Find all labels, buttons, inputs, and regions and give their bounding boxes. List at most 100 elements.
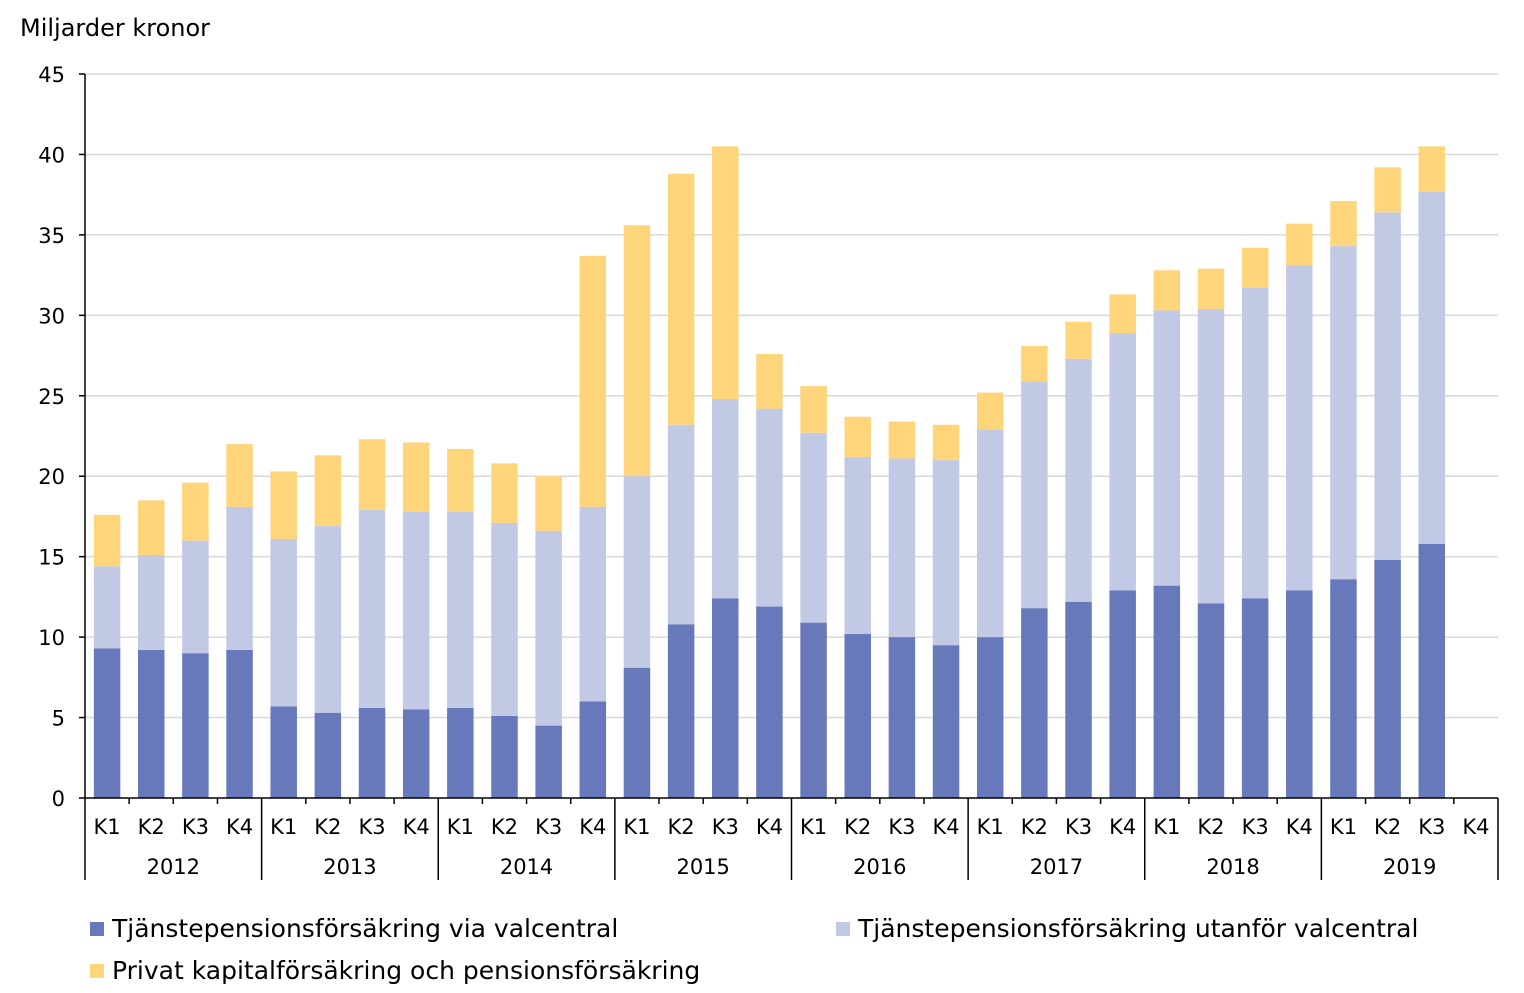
bar-segment-series-0 xyxy=(976,637,1004,798)
bar-segment-series-0 xyxy=(888,637,916,798)
bar-segment-series-1 xyxy=(932,460,960,646)
bar-segment-series-0 xyxy=(1197,603,1225,798)
x-tick-label-quarter: K1 xyxy=(800,815,827,839)
bar-segment-series-0 xyxy=(182,653,209,798)
x-tick-label-quarter: K1 xyxy=(977,815,1004,839)
bar-segment-series-2 xyxy=(1241,247,1269,288)
bar-segment-series-2 xyxy=(976,392,1004,430)
bar-segment-series-1 xyxy=(1418,191,1446,544)
bar-segment-series-1 xyxy=(314,526,342,713)
y-tick-labels: 0 5 10 15 20 25 30 35 40 45 xyxy=(38,63,65,811)
bar-segment-series-0 xyxy=(1109,590,1136,798)
x-tick-label-quarter: K4 xyxy=(403,815,430,839)
bar-segment-series-1 xyxy=(402,511,430,710)
bar-segment-series-1 xyxy=(270,538,297,707)
bar-segment-series-0 xyxy=(844,633,871,798)
bar-segment-series-1 xyxy=(976,429,1004,638)
y-tick-label: 40 xyxy=(38,143,65,167)
bars xyxy=(93,146,1446,798)
axes xyxy=(79,73,1499,880)
bar-segment-series-1 xyxy=(712,398,739,599)
bar-segment-series-1 xyxy=(358,510,386,708)
bar-segment-series-2 xyxy=(712,146,739,399)
x-tick-labels: K1 K2 K3 K4 K1 K2 K3 K4 K1 K2 K3 K4 K1 K2 K3 K4 K1 K2 K3 K4… xyxy=(94,815,1490,879)
y-tick-label: 0 xyxy=(52,787,65,811)
bar-segment-series-0 xyxy=(1065,601,1092,798)
bar-segment-series-1 xyxy=(800,432,827,623)
bar-segment-series-1 xyxy=(1197,308,1225,604)
x-tick-label-year: 2012 xyxy=(147,855,200,879)
x-tick-label-quarter: K3 xyxy=(358,815,385,839)
bar-segment-series-2 xyxy=(623,225,651,477)
x-tick-label-year: 2014 xyxy=(500,855,553,879)
bar-segment-series-1 xyxy=(1374,212,1401,560)
x-tick-label-quarter: K3 xyxy=(1065,815,1092,839)
bar-segment-series-1 xyxy=(623,476,651,668)
y-tick-label: 45 xyxy=(38,63,65,87)
bar-segment-series-1 xyxy=(226,506,253,650)
bar-segment-series-0 xyxy=(1153,585,1181,798)
bar-segment-series-0 xyxy=(314,712,342,798)
bar-segment-series-2 xyxy=(137,500,165,556)
bar-segment-series-0 xyxy=(491,715,518,798)
x-tick-label-quarter: K1 xyxy=(270,815,297,839)
bar-segment-series-2 xyxy=(800,386,827,433)
x-tick-label-quarter: K4 xyxy=(1109,815,1136,839)
y-tick-label: 5 xyxy=(52,707,65,731)
x-tick-label-quarter: K1 xyxy=(94,815,121,839)
bar-segment-series-1 xyxy=(137,555,165,650)
x-tick-label-quarter: K1 xyxy=(1153,815,1180,839)
x-tick-label-quarter: K3 xyxy=(712,815,739,839)
bar-segment-series-2 xyxy=(1109,294,1136,334)
y-axis-label: Miljarder kronor xyxy=(20,14,211,42)
x-tick-label-year: 2015 xyxy=(676,855,729,879)
bar-segment-series-0 xyxy=(712,598,739,798)
bar-segment-series-2 xyxy=(844,416,871,457)
x-tick-label-year: 2019 xyxy=(1383,855,1436,879)
x-tick-label-quarter: K1 xyxy=(447,815,474,839)
bar-segment-series-2 xyxy=(1330,201,1357,247)
bar-segment-series-2 xyxy=(667,173,695,425)
bar-segment-series-2 xyxy=(1197,268,1225,309)
bar-segment-series-2 xyxy=(491,463,518,523)
bar-segment-series-0 xyxy=(579,701,607,798)
x-tick-label-year: 2017 xyxy=(1030,855,1083,879)
x-tick-label-quarter: K2 xyxy=(491,815,518,839)
bar-segment-series-2 xyxy=(1021,345,1048,382)
x-tick-label-quarter: K4 xyxy=(1286,815,1313,839)
bar-segment-series-1 xyxy=(667,424,695,625)
x-tick-label-quarter: K3 xyxy=(1242,815,1269,839)
bar-segment-series-1 xyxy=(844,456,871,634)
x-tick-label-quarter: K4 xyxy=(932,815,959,839)
bar-segment-series-0 xyxy=(756,606,783,798)
bar-segment-series-1 xyxy=(1109,333,1136,591)
x-tick-label-quarter: K2 xyxy=(1197,815,1224,839)
bar-segment-series-1 xyxy=(1330,246,1357,580)
bar-segment-series-2 xyxy=(579,255,607,507)
bar-segment-series-0 xyxy=(1418,543,1446,798)
x-tick-label-quarter: K3 xyxy=(535,815,562,839)
x-tick-label-quarter: K2 xyxy=(1374,815,1401,839)
bar-segment-series-1 xyxy=(1241,287,1269,599)
bar-segment-series-0 xyxy=(535,725,562,798)
x-tick-label-year: 2013 xyxy=(323,855,376,879)
x-tick-label-quarter: K1 xyxy=(623,815,650,839)
bar-segment-series-0 xyxy=(800,622,827,798)
bar-segment-series-0 xyxy=(1241,598,1269,798)
bar-segment-series-0 xyxy=(93,648,121,798)
bar-segment-series-0 xyxy=(667,624,695,798)
bar-segment-series-1 xyxy=(447,511,474,708)
bar-segment-series-2 xyxy=(270,471,297,539)
x-tick-label-quarter: K4 xyxy=(579,815,606,839)
bar-segment-series-1 xyxy=(579,506,607,702)
bar-segment-series-1 xyxy=(756,408,783,607)
x-tick-label-quarter: K3 xyxy=(182,815,209,839)
x-tick-label-quarter: K2 xyxy=(314,815,341,839)
bar-segment-series-0 xyxy=(358,707,386,798)
bar-segment-series-2 xyxy=(1286,223,1313,266)
y-tick-label: 30 xyxy=(38,304,65,328)
x-tick-label-quarter: K2 xyxy=(668,815,695,839)
y-tick-label: 35 xyxy=(38,224,65,248)
y-tick-label: 10 xyxy=(38,626,65,650)
